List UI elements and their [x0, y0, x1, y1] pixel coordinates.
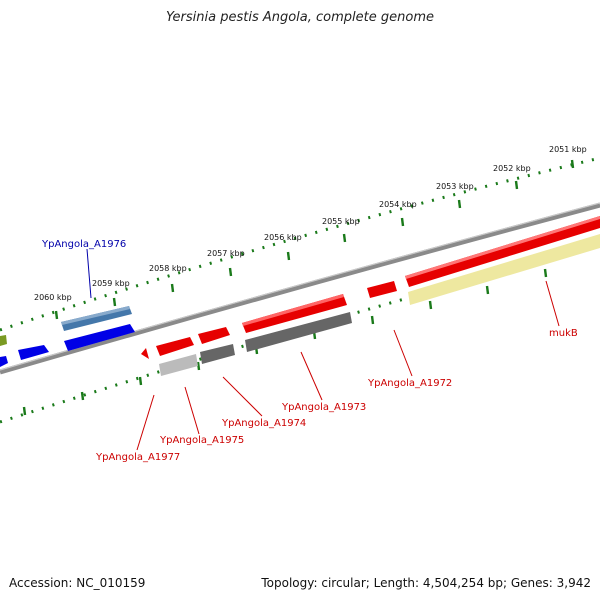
inner-scale-dotted-arc [0, 243, 600, 424]
outer-major-ticks [54, 159, 575, 320]
gene-label-a1976: YpAngola_A1976 [41, 239, 126, 250]
gene-feature-a1972 [367, 281, 397, 298]
gene-feature-a1975 [156, 337, 194, 356]
tick-label: 2060 kbp [34, 293, 72, 302]
gene-label-a1977: YpAngola_A1977 [95, 452, 180, 463]
leader-lines [86, 248, 560, 451]
gene-feature-a1974 [198, 327, 230, 344]
gene-label-a1973: YpAngola_A1973 [281, 402, 366, 413]
inner-major-ticks [22, 268, 548, 416]
tick-label: 2052 kbp [493, 164, 531, 173]
tick-label: 2056 kbp [264, 233, 302, 242]
accession-text: Accession: NC_010159 [9, 576, 146, 590]
map-title: Yersinia pestis Angola, complete genome [166, 10, 434, 25]
genome-backbone [0, 202, 600, 375]
tick-label: 2055 kbp [322, 217, 360, 226]
tick-label: 2051 kbp [549, 145, 587, 154]
topology-text: Topology: circular; Length: 4,504,254 bp… [261, 576, 591, 590]
tick-label: 2057 kbp [207, 249, 245, 258]
tick-label: 2053 kbp [436, 182, 474, 191]
outer-scale-dotted-arc [0, 156, 600, 332]
gene-feature-a1977 [141, 348, 149, 359]
gene-label-a1972: YpAngola_A1972 [367, 378, 452, 389]
gene-feature-blue [64, 324, 135, 351]
reverse-genes [159, 234, 600, 376]
gene-label-a1974: YpAngola_A1974 [221, 418, 306, 429]
gene-feature-a1973 [242, 294, 347, 333]
gene-label-mukb: mukB [549, 328, 578, 339]
tick-label: 2054 kbp [379, 200, 417, 209]
gene-feature-olive [0, 335, 7, 346]
tick-label: 2058 kbp [149, 264, 187, 273]
gene-label-a1975: YpAngola_A1975 [159, 435, 244, 446]
tick-label: 2059 kbp [92, 279, 130, 288]
forward-genes [0, 216, 600, 367]
